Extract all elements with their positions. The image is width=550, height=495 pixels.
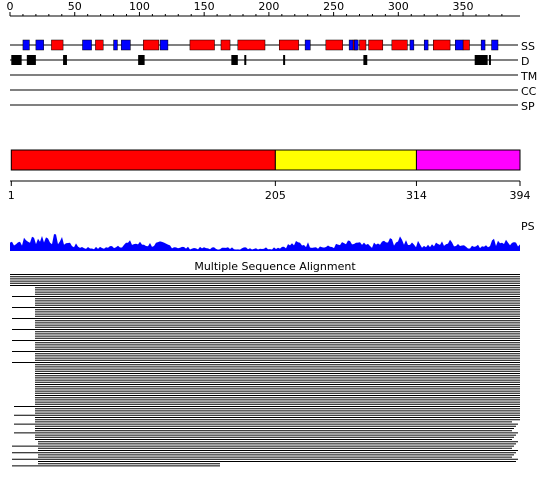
secondary-structure-track: SS	[10, 39, 535, 53]
strand-block	[491, 39, 499, 51]
ruler-tick-label: 150	[194, 0, 215, 13]
cc-label: CC	[521, 85, 537, 98]
domain-segment	[274, 149, 417, 171]
ruler-tick-label: 50	[68, 0, 82, 13]
strand-block	[159, 39, 169, 51]
helix-block	[433, 39, 451, 51]
profile-area	[10, 234, 520, 251]
helix-block	[189, 39, 215, 51]
domain-boundary-label: 314	[406, 189, 427, 202]
strand-block	[304, 39, 311, 51]
strand-block	[480, 39, 486, 51]
ruler-tick-label: 350	[453, 0, 474, 13]
disorder-block	[11, 55, 22, 65]
domain-boundary-label: 205	[265, 189, 286, 202]
tm-label: TM	[520, 70, 537, 83]
helix-block	[368, 39, 384, 51]
disorder-block	[231, 55, 238, 65]
strand-block	[22, 39, 30, 51]
disorder-block	[138, 55, 145, 65]
sp-label: SP	[521, 100, 535, 113]
profile-track: PS	[10, 220, 535, 251]
ruler-tick-label: 250	[323, 0, 344, 13]
domain-boundary-label: 1	[8, 189, 15, 202]
domain-segment	[10, 149, 276, 171]
transmembrane-track: TM	[10, 70, 537, 83]
strand-block	[423, 39, 429, 51]
disorder-block	[244, 55, 247, 65]
helix-block	[325, 39, 343, 51]
domain-boundary-label: 394	[510, 189, 531, 202]
helix-block	[391, 39, 408, 51]
msa-title: Multiple Sequence Alignment	[194, 260, 356, 273]
strand-block	[113, 39, 118, 51]
helix-block	[462, 39, 470, 51]
disorder-block	[283, 55, 286, 65]
helix-block	[220, 39, 231, 51]
helix-block	[359, 39, 367, 51]
helix-block	[278, 39, 299, 51]
msa-panel: Multiple Sequence Alignment	[10, 260, 520, 467]
ruler-tick-label: 0	[7, 0, 14, 13]
strand-block	[121, 39, 131, 51]
ruler-tick-label: 200	[258, 0, 279, 13]
strand-block	[455, 39, 464, 51]
disorder-block	[488, 55, 491, 65]
disorder-label: D	[521, 55, 529, 68]
helix-block	[143, 39, 160, 51]
ruler-tick-label: 300	[388, 0, 409, 13]
disorder-track: D	[10, 55, 529, 68]
disorder-block	[363, 55, 368, 65]
helix-block	[51, 39, 64, 51]
strand-block	[82, 39, 92, 51]
strand-block	[409, 39, 415, 51]
ss-label: SS	[521, 40, 535, 53]
domain-segment	[415, 149, 521, 171]
ruler-tick-label: 100	[129, 0, 150, 13]
helix-block	[237, 39, 266, 51]
strand-block	[348, 39, 354, 51]
signal-peptide-track: SP	[10, 100, 535, 113]
coiled-coil-track: CC	[10, 85, 537, 98]
strand-block	[35, 39, 44, 51]
helix-block	[95, 39, 104, 51]
disorder-block	[26, 55, 36, 65]
strand-block	[354, 39, 359, 51]
disorder-block	[474, 55, 488, 65]
domain-axis: 1 205 314 394	[8, 180, 531, 202]
position-ruler: 0 50 100 150 200 250 300 350	[7, 0, 520, 17]
domain-track	[10, 149, 521, 171]
disorder-block	[63, 55, 67, 65]
profile-label: PS	[521, 220, 535, 233]
